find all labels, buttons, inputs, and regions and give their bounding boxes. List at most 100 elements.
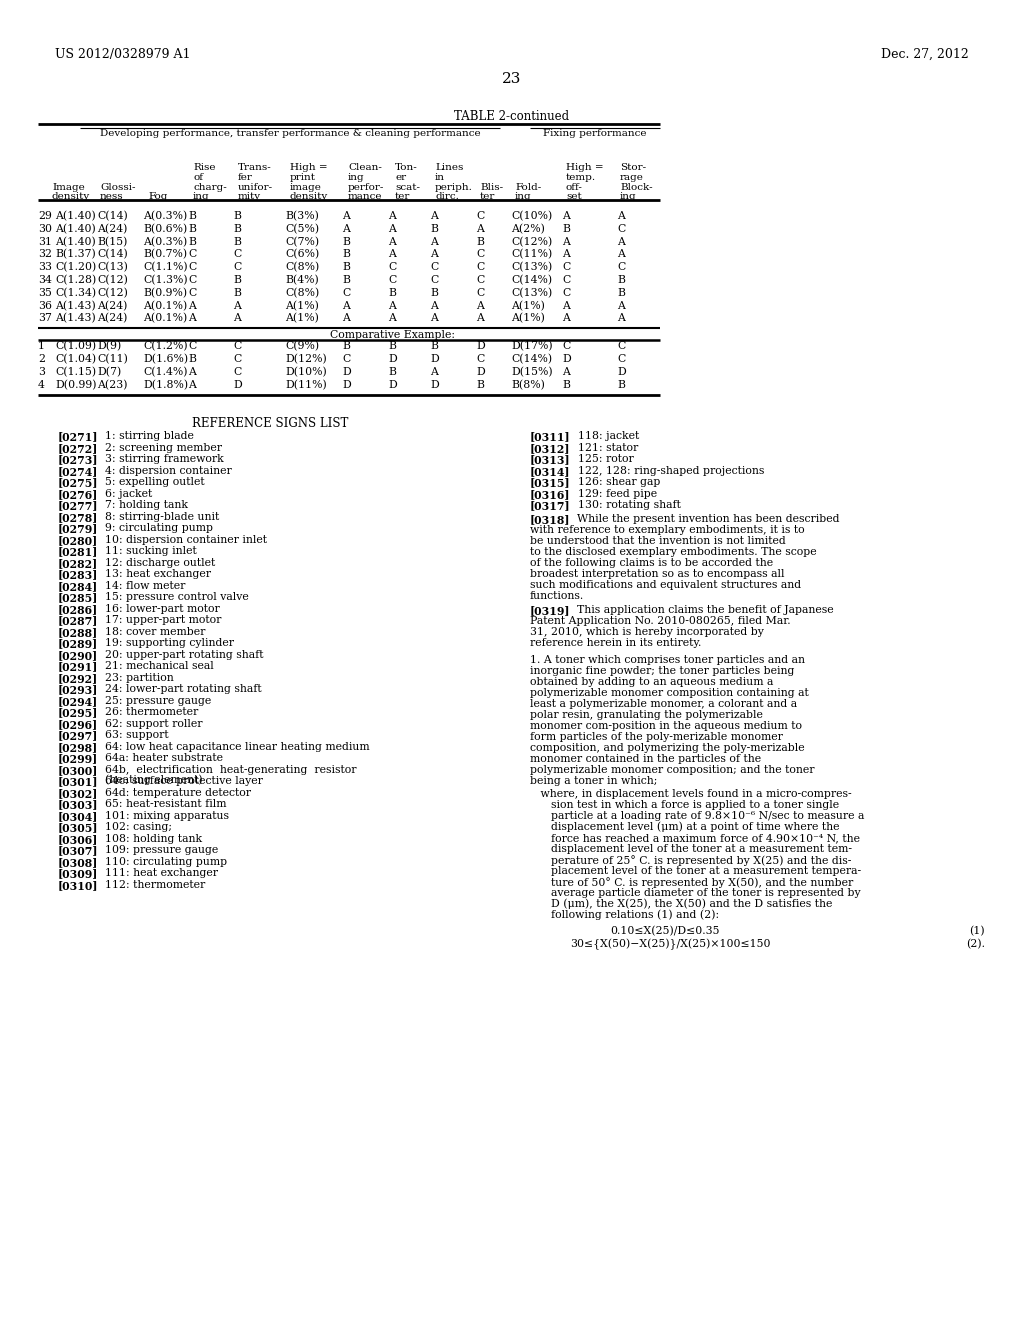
Text: C(1.34): C(1.34) — [55, 288, 96, 298]
Text: D(10%): D(10%) — [285, 367, 327, 378]
Text: C(14%): C(14%) — [511, 275, 552, 285]
Text: ter: ter — [480, 191, 496, 201]
Text: to the disclosed exemplary embodiments. The scope: to the disclosed exemplary embodiments. … — [530, 546, 816, 557]
Text: 23: 23 — [503, 73, 521, 86]
Text: [0305]: [0305] — [58, 822, 98, 833]
Text: being a toner in which;: being a toner in which; — [530, 776, 657, 785]
Text: C(5%): C(5%) — [285, 224, 319, 234]
Text: C(11): C(11) — [97, 354, 128, 364]
Text: [0276]: [0276] — [58, 488, 98, 500]
Text: 32: 32 — [38, 249, 52, 260]
Text: [0298]: [0298] — [58, 742, 98, 752]
Text: Trans-: Trans- — [238, 164, 271, 173]
Text: Rise: Rise — [193, 164, 215, 173]
Text: 102: casing;: 102: casing; — [105, 822, 172, 833]
Text: [0274]: [0274] — [58, 466, 98, 477]
Text: A(0.1%): A(0.1%) — [143, 313, 187, 323]
Text: B: B — [388, 367, 396, 376]
Text: C(1.20): C(1.20) — [55, 263, 96, 272]
Text: [0284]: [0284] — [58, 581, 98, 591]
Text: print: print — [290, 173, 316, 182]
Text: [0315]: [0315] — [530, 478, 570, 488]
Text: [0318]: [0318] — [530, 513, 570, 525]
Text: A: A — [476, 301, 484, 310]
Text: This application claims the benefit of Japanese: This application claims the benefit of J… — [577, 605, 834, 615]
Text: C(13%): C(13%) — [511, 263, 552, 272]
Text: 122, 128: ring-shaped projections: 122, 128: ring-shaped projections — [578, 466, 764, 477]
Text: monomer com-position in the aqueous medium to: monomer com-position in the aqueous medi… — [530, 721, 802, 731]
Text: C(1.04): C(1.04) — [55, 354, 96, 364]
Text: A(1%): A(1%) — [285, 313, 318, 323]
Text: C(1.3%): C(1.3%) — [143, 275, 187, 285]
Text: [0301]: [0301] — [58, 776, 98, 788]
Text: [0302]: [0302] — [58, 788, 98, 799]
Text: D: D — [476, 367, 484, 376]
Text: 23: partition: 23: partition — [105, 673, 174, 682]
Text: B: B — [233, 211, 241, 220]
Text: scat-: scat- — [395, 182, 420, 191]
Text: C(1.15): C(1.15) — [55, 367, 96, 378]
Text: ter: ter — [395, 191, 411, 201]
Text: B(0.7%): B(0.7%) — [143, 249, 187, 260]
Text: 64b,  electrification  heat-generating  resistor: 64b, electrification heat-generating res… — [105, 764, 356, 775]
Text: D(12%): D(12%) — [285, 354, 327, 364]
Text: 31, 2010, which is hereby incorporated by: 31, 2010, which is hereby incorporated b… — [530, 627, 764, 636]
Text: A: A — [562, 249, 570, 260]
Text: [0287]: [0287] — [58, 615, 98, 627]
Text: [0279]: [0279] — [58, 524, 98, 535]
Text: C(14): C(14) — [97, 211, 128, 222]
Text: [0288]: [0288] — [58, 627, 98, 638]
Text: B: B — [188, 224, 196, 234]
Text: 33: 33 — [38, 263, 52, 272]
Text: 17: upper-part motor: 17: upper-part motor — [105, 615, 221, 626]
Text: A: A — [430, 211, 438, 220]
Text: A: A — [617, 313, 625, 323]
Text: 8: stirring-blade unit: 8: stirring-blade unit — [105, 512, 219, 521]
Text: following relations (1) and (2):: following relations (1) and (2): — [530, 909, 719, 920]
Text: A: A — [342, 313, 350, 323]
Text: 14: flow meter: 14: flow meter — [105, 581, 185, 591]
Text: of the following claims is to be accorded the: of the following claims is to be accorde… — [530, 558, 773, 568]
Text: C(12): C(12) — [97, 288, 128, 298]
Text: A: A — [430, 313, 438, 323]
Text: [0311]: [0311] — [530, 432, 570, 442]
Text: Blis-: Blis- — [480, 182, 503, 191]
Text: B: B — [430, 224, 438, 234]
Text: A(24): A(24) — [97, 313, 127, 323]
Text: A: A — [388, 211, 396, 220]
Text: 1: 1 — [38, 341, 45, 351]
Text: [0297]: [0297] — [58, 730, 98, 742]
Text: C: C — [233, 263, 242, 272]
Text: B: B — [562, 380, 570, 389]
Text: D: D — [476, 341, 484, 351]
Text: A: A — [562, 236, 570, 247]
Text: B: B — [233, 224, 241, 234]
Text: A(1.40): A(1.40) — [55, 211, 96, 222]
Text: D: D — [430, 380, 438, 389]
Text: A(0.3%): A(0.3%) — [143, 236, 187, 247]
Text: B: B — [233, 236, 241, 247]
Text: High =: High = — [566, 164, 603, 173]
Text: [0277]: [0277] — [58, 500, 98, 511]
Text: 24: lower-part rotating shaft: 24: lower-part rotating shaft — [105, 684, 261, 694]
Text: 1. A toner which comprises toner particles and an: 1. A toner which comprises toner particl… — [530, 655, 805, 665]
Text: C(1.2%): C(1.2%) — [143, 341, 187, 351]
Text: A: A — [188, 380, 196, 389]
Text: 30: 30 — [38, 224, 52, 234]
Text: polymerizable monomer composition; and the toner: polymerizable monomer composition; and t… — [530, 764, 814, 775]
Text: least a polymerizable monomer, a colorant and a: least a polymerizable monomer, a coloran… — [530, 698, 797, 709]
Text: C: C — [233, 367, 242, 376]
Text: 21: mechanical seal: 21: mechanical seal — [105, 661, 214, 672]
Text: [0294]: [0294] — [58, 696, 98, 708]
Text: A: A — [342, 211, 350, 220]
Text: C: C — [188, 249, 197, 260]
Text: Stor-: Stor- — [620, 164, 646, 173]
Text: C: C — [476, 288, 484, 298]
Text: C: C — [476, 211, 484, 220]
Text: 36: 36 — [38, 301, 52, 310]
Text: ture of 50° C. is represented by X(50), and the number: ture of 50° C. is represented by X(50), … — [530, 876, 853, 888]
Text: 19: supporting cylinder: 19: supporting cylinder — [105, 639, 234, 648]
Text: [0290]: [0290] — [58, 649, 98, 661]
Text: C(10%): C(10%) — [511, 211, 552, 222]
Text: charg-: charg- — [193, 182, 226, 191]
